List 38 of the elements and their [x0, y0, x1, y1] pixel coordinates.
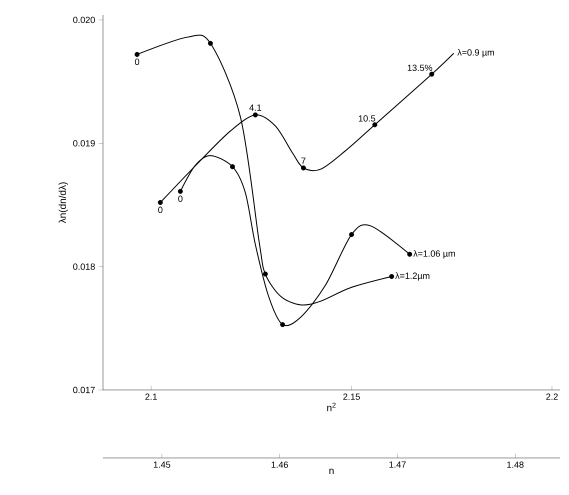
series-label: λ=0.9 µm: [457, 49, 494, 58]
point: [389, 274, 394, 279]
point: [349, 232, 354, 238]
x2-axis-title: n: [329, 468, 334, 474]
y-tick-label: 0.017: [73, 386, 95, 394]
series-label: λ=1.2µm: [395, 272, 430, 281]
y-tick-label: 0.018: [73, 263, 95, 270]
point: [178, 188, 183, 194]
point: [429, 72, 434, 77]
point: [158, 200, 163, 205]
y-tick-label: 0.020: [73, 16, 95, 24]
x-tick-label: 2.15: [343, 394, 360, 400]
annotation: 7: [301, 158, 306, 164]
point: [252, 112, 258, 118]
y-axis-title: λn(dn/dλ): [58, 182, 68, 224]
x-axis-title: n$^{2}$: [327, 402, 336, 412]
x2-tick-label: 1.48: [507, 462, 524, 468]
point: [208, 40, 213, 46]
x-tick-label: 2.2: [546, 394, 558, 400]
x-tick-label: 2.1: [145, 394, 157, 400]
point: [372, 122, 378, 128]
point: [300, 165, 306, 170]
x2-tick-label: 1.47: [389, 462, 406, 468]
point: [280, 322, 286, 328]
point: [262, 272, 268, 277]
x2-tick-label: 1.45: [154, 462, 170, 468]
point: [134, 52, 140, 57]
x2-tick-label: 1.46: [272, 462, 288, 468]
series-label: λ=1.06 µm: [413, 250, 455, 258]
y-tick-label: 0.019: [73, 140, 95, 146]
annotation: 0: [134, 58, 140, 66]
point: [230, 164, 235, 170]
annotation: 10.5: [358, 115, 376, 122]
annotation: 4.1: [249, 104, 262, 111]
point: [407, 252, 412, 257]
annotation: 13.5%: [408, 64, 432, 72]
annotation: 0: [158, 206, 162, 214]
annotation: 0: [178, 196, 183, 202]
